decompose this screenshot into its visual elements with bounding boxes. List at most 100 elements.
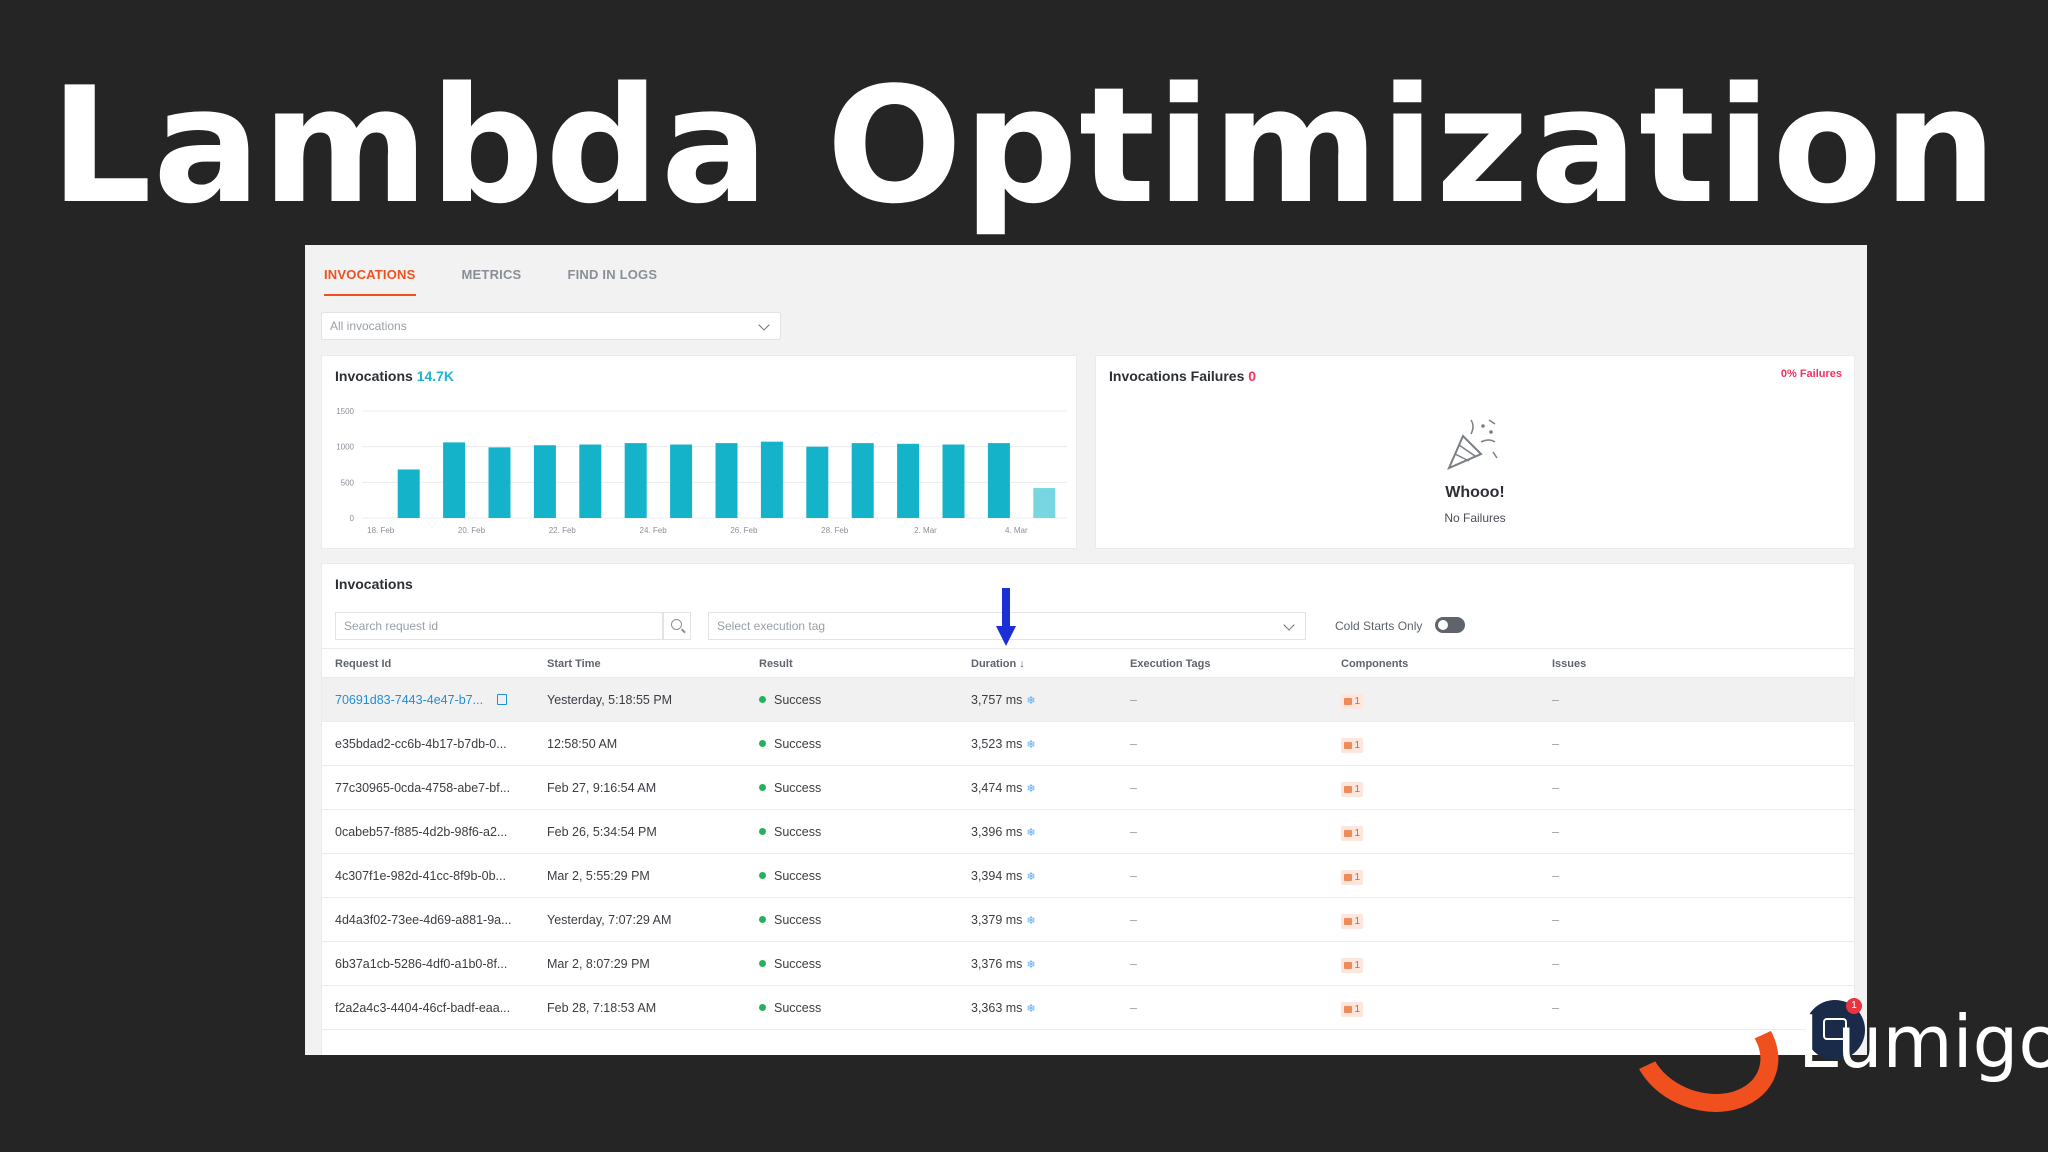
start-time-cell: Yesterday, 7:07:29 AM: [547, 913, 672, 927]
success-status-dot: [759, 828, 766, 835]
table-row[interactable]: 4d4a3f02-73ee-4d69-a881-9a... Yesterday, …: [322, 898, 1854, 942]
chart-bar[interactable]: [851, 443, 874, 518]
request-id-cell[interactable]: f2a2a4c3-4404-46cf-badf-eaa...: [335, 1001, 510, 1015]
chart-bar[interactable]: [443, 442, 466, 518]
components-cell[interactable]: 1: [1341, 957, 1363, 973]
request-id-cell[interactable]: 77c30965-0cda-4758-abe7-bf...: [335, 781, 510, 795]
issues-cell: –: [1552, 781, 1559, 795]
cold-start-snowflake-icon: ❄: [1026, 959, 1036, 971]
request-id-text: 6b37a1cb-5286-4df0-a1b0-8f...: [335, 957, 508, 971]
result-text: Success: [774, 825, 822, 839]
component-lambda-icon: 1: [1341, 694, 1363, 709]
x-tick-label: 22. Feb: [549, 526, 577, 535]
table-row[interactable]: e35bdad2-cc6b-4b17-b7db-0... 12:58:50 AM S…: [322, 722, 1854, 766]
duration-cell: 3,379 ms ❄: [971, 913, 1036, 927]
column-start-time[interactable]: Start Time: [547, 658, 601, 670]
chart-bar[interactable]: [488, 447, 511, 518]
result-text: Success: [774, 693, 822, 707]
search-icon: [671, 619, 682, 630]
request-id-cell[interactable]: 0cabeb57-f885-4d2b-98f6-a2...: [335, 825, 507, 839]
chart-bar[interactable]: [987, 443, 1010, 518]
result-cell: Success: [759, 913, 821, 927]
request-id-cell[interactable]: 6b37a1cb-5286-4df0-a1b0-8f...: [335, 957, 507, 971]
execution-tags-cell: –: [1130, 737, 1137, 751]
table-row[interactable]: f2a2a4c3-4404-46cf-badf-eaa... Feb 28, 7:…: [322, 986, 1854, 1030]
execution-tags-cell: –: [1130, 825, 1137, 839]
column-issues[interactable]: Issues: [1552, 658, 1587, 670]
chart-bar[interactable]: [715, 443, 738, 518]
component-lambda-icon: 1: [1341, 870, 1363, 885]
copy-icon[interactable]: [497, 694, 508, 705]
table-row[interactable]: 6b37a1cb-5286-4df0-a1b0-8f... Mar 2, 8:07…: [322, 942, 1854, 986]
components-cell[interactable]: 1: [1341, 781, 1363, 797]
column-result[interactable]: Result: [759, 658, 793, 670]
request-id-text: 0cabeb57-f885-4d2b-98f6-a2...: [335, 825, 508, 839]
result-text: Success: [774, 869, 822, 883]
x-tick-label: 24. Feb: [640, 526, 668, 535]
request-id-cell[interactable]: e35bdad2-cc6b-4b17-b7db-0...: [335, 737, 507, 751]
duration-cell: 3,363 ms ❄: [971, 1001, 1036, 1015]
slide-title: Lambda Optimization: [49, 52, 1999, 239]
duration-text: 3,394 ms: [971, 869, 1023, 883]
chart-bar[interactable]: [670, 444, 693, 518]
duration-text: 3,396 ms: [971, 825, 1023, 839]
x-tick-label: 26. Feb: [730, 526, 758, 535]
chart-bar[interactable]: [760, 441, 783, 518]
cold-start-snowflake-icon: ❄: [1026, 1003, 1036, 1015]
failures-percent: 0% Failures: [1780, 368, 1842, 380]
result-text: Success: [774, 957, 822, 971]
chart-bar[interactable]: [533, 445, 556, 518]
chart-bar[interactable]: [397, 469, 420, 518]
table-row[interactable]: 0cabeb57-f885-4d2b-98f6-a2... Feb 26, 5:3…: [322, 810, 1854, 854]
chevron-down-icon: [1283, 619, 1295, 631]
components-cell[interactable]: 1: [1341, 869, 1363, 885]
component-lambda-icon: 1: [1341, 826, 1363, 841]
request-id-cell[interactable]: 70691d83-7443-4e47-b7...: [335, 693, 508, 707]
execution-tags-cell: –: [1130, 693, 1137, 707]
issues-cell: –: [1552, 737, 1559, 751]
components-cell[interactable]: 1: [1341, 737, 1363, 753]
components-cell[interactable]: 1: [1341, 1001, 1363, 1017]
tab-invocations[interactable]: INVOCATIONS: [324, 267, 416, 296]
cold-start-snowflake-icon: ❄: [1026, 783, 1036, 795]
no-failures-text: No Failures: [1444, 511, 1506, 525]
table-row[interactable]: 4c307f1e-982d-41cc-8f9b-0b... Mar 2, 5:55…: [322, 854, 1854, 898]
components-cell[interactable]: 1: [1341, 913, 1363, 929]
issues-cell: –: [1552, 1001, 1559, 1015]
column-execution-tags[interactable]: Execution Tags: [1130, 658, 1211, 670]
column-components[interactable]: Components: [1341, 658, 1409, 670]
components-cell[interactable]: 1: [1341, 693, 1363, 709]
request-id-text: 77c30965-0cda-4758-abe7-bf...: [335, 781, 511, 795]
x-tick-label: 4. Mar: [1005, 526, 1028, 535]
invocations-filter-dropdown[interactable]: All invocations: [321, 312, 781, 340]
lumigo-logo-text: Lumigo: [1798, 1000, 2048, 1084]
execution-tags-cell: –: [1130, 1001, 1137, 1015]
start-time-cell: Mar 2, 8:07:29 PM: [547, 957, 650, 971]
components-cell[interactable]: 1: [1341, 825, 1363, 841]
success-status-dot: [759, 916, 766, 923]
request-id-cell[interactable]: 4c307f1e-982d-41cc-8f9b-0b...: [335, 869, 506, 883]
issues-cell: –: [1552, 957, 1559, 971]
request-id-cell[interactable]: 4d4a3f02-73ee-4d69-a881-9a...: [335, 913, 512, 927]
chart-bar[interactable]: [579, 444, 602, 518]
execution-tag-placeholder: Select execution tag: [717, 619, 826, 633]
table-header: Request Id Start Time Result Duration ↓ …: [322, 648, 1854, 678]
column-duration[interactable]: Duration ↓: [971, 658, 1025, 670]
invocations-count: 14.7K: [416, 368, 455, 384]
x-tick-label: 20. Feb: [458, 526, 486, 535]
duration-cell: 3,474 ms ❄: [971, 781, 1036, 795]
tab-metrics[interactable]: METRICS: [461, 267, 522, 282]
cold-starts-toggle[interactable]: [1435, 617, 1465, 633]
chart-bar[interactable]: [1033, 488, 1056, 518]
chart-bar[interactable]: [624, 443, 647, 518]
search-request-input[interactable]: Search request id: [335, 612, 663, 640]
execution-tags-cell: –: [1130, 781, 1137, 795]
search-button[interactable]: [663, 612, 691, 640]
table-row[interactable]: 70691d83-7443-4e47-b7... Yesterday, 5:18:…: [322, 678, 1854, 722]
tab-find-in-logs[interactable]: FIND IN LOGS: [567, 267, 658, 282]
column-request-id[interactable]: Request Id: [335, 658, 392, 670]
chart-bar[interactable]: [806, 446, 829, 518]
table-row[interactable]: 77c30965-0cda-4758-abe7-bf... Feb 27, 9:1…: [322, 766, 1854, 810]
chart-bar[interactable]: [897, 443, 920, 518]
chart-bar[interactable]: [942, 444, 965, 518]
